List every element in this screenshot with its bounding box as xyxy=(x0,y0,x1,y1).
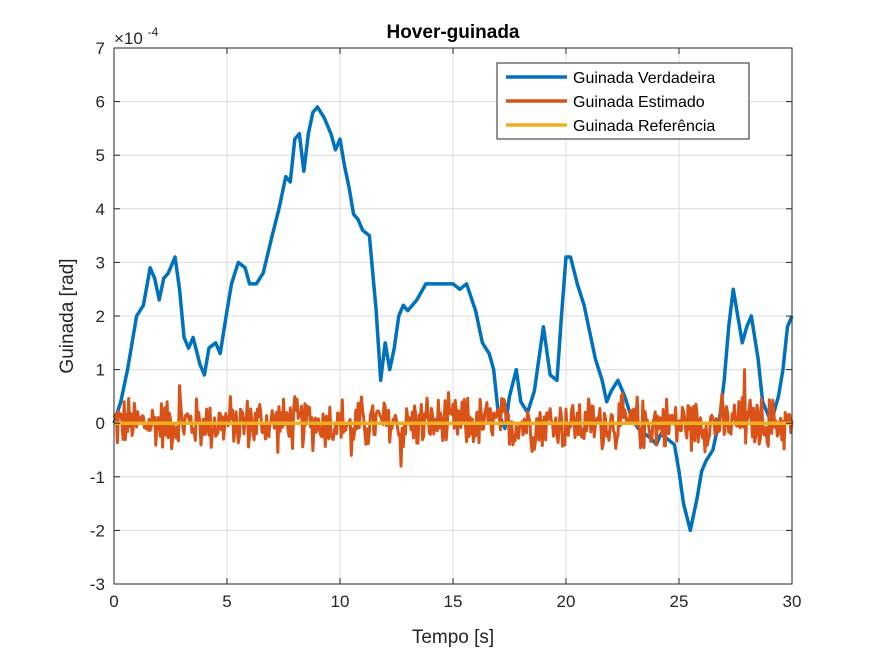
ticks xyxy=(113,47,793,585)
legend: Guinada Verdadeira Guinada Estimado Guin… xyxy=(496,62,750,140)
y-tick-label: -3 xyxy=(90,575,105,594)
legend-entry-referencia: Guinada Referência xyxy=(506,118,715,135)
y-exponent-power: -4 xyxy=(148,25,159,39)
y-tick-label: 1 xyxy=(96,361,105,380)
x-tick-label: 15 xyxy=(444,592,463,611)
y-tick-label: 5 xyxy=(96,146,105,165)
y-tick-label: 3 xyxy=(96,253,105,272)
chart-title: Hover-guinada xyxy=(386,22,519,43)
legend-label-verdadeira: Guinada Verdadeira xyxy=(573,70,715,87)
x-tick-label: 30 xyxy=(783,592,802,611)
y-tick-label: 6 xyxy=(96,93,105,112)
y-axis-label: Guinada [rad] xyxy=(57,258,78,373)
y-tick-label: -1 xyxy=(90,468,105,487)
legend-label-referencia: Guinada Referência xyxy=(573,118,715,135)
series-line-0 xyxy=(112,105,794,533)
x-tick-label: 10 xyxy=(331,592,350,611)
y-exponent-base: ×10 xyxy=(114,29,143,48)
y-tick-label: 7 xyxy=(96,39,105,58)
x-tick-label: 25 xyxy=(670,592,689,611)
series-layer xyxy=(112,105,794,533)
x-axis-label: Tempo [s] xyxy=(412,627,494,648)
y-tick-label: 4 xyxy=(96,200,105,219)
y-tick-label: 0 xyxy=(96,414,105,433)
tick-labels: 0 5 10 15 20 25 30 -3 -2 -1 0 1 2 3 4 5 6 7 xyxy=(90,39,802,611)
y-exponent-label: ×10 -4 xyxy=(114,25,159,48)
y-tick-label: -2 xyxy=(90,521,105,540)
y-tick-label: 2 xyxy=(96,307,105,326)
legend-label-estimado: Guinada Estimado xyxy=(573,94,705,111)
series-line-1 xyxy=(112,368,794,468)
legend-entry-verdadeira: Guinada Verdadeira xyxy=(506,70,715,87)
legend-entry-estimado: Guinada Estimado xyxy=(506,94,705,111)
x-tick-label: 0 xyxy=(109,592,118,611)
x-tick-label: 20 xyxy=(557,592,576,611)
x-tick-label: 5 xyxy=(222,592,231,611)
